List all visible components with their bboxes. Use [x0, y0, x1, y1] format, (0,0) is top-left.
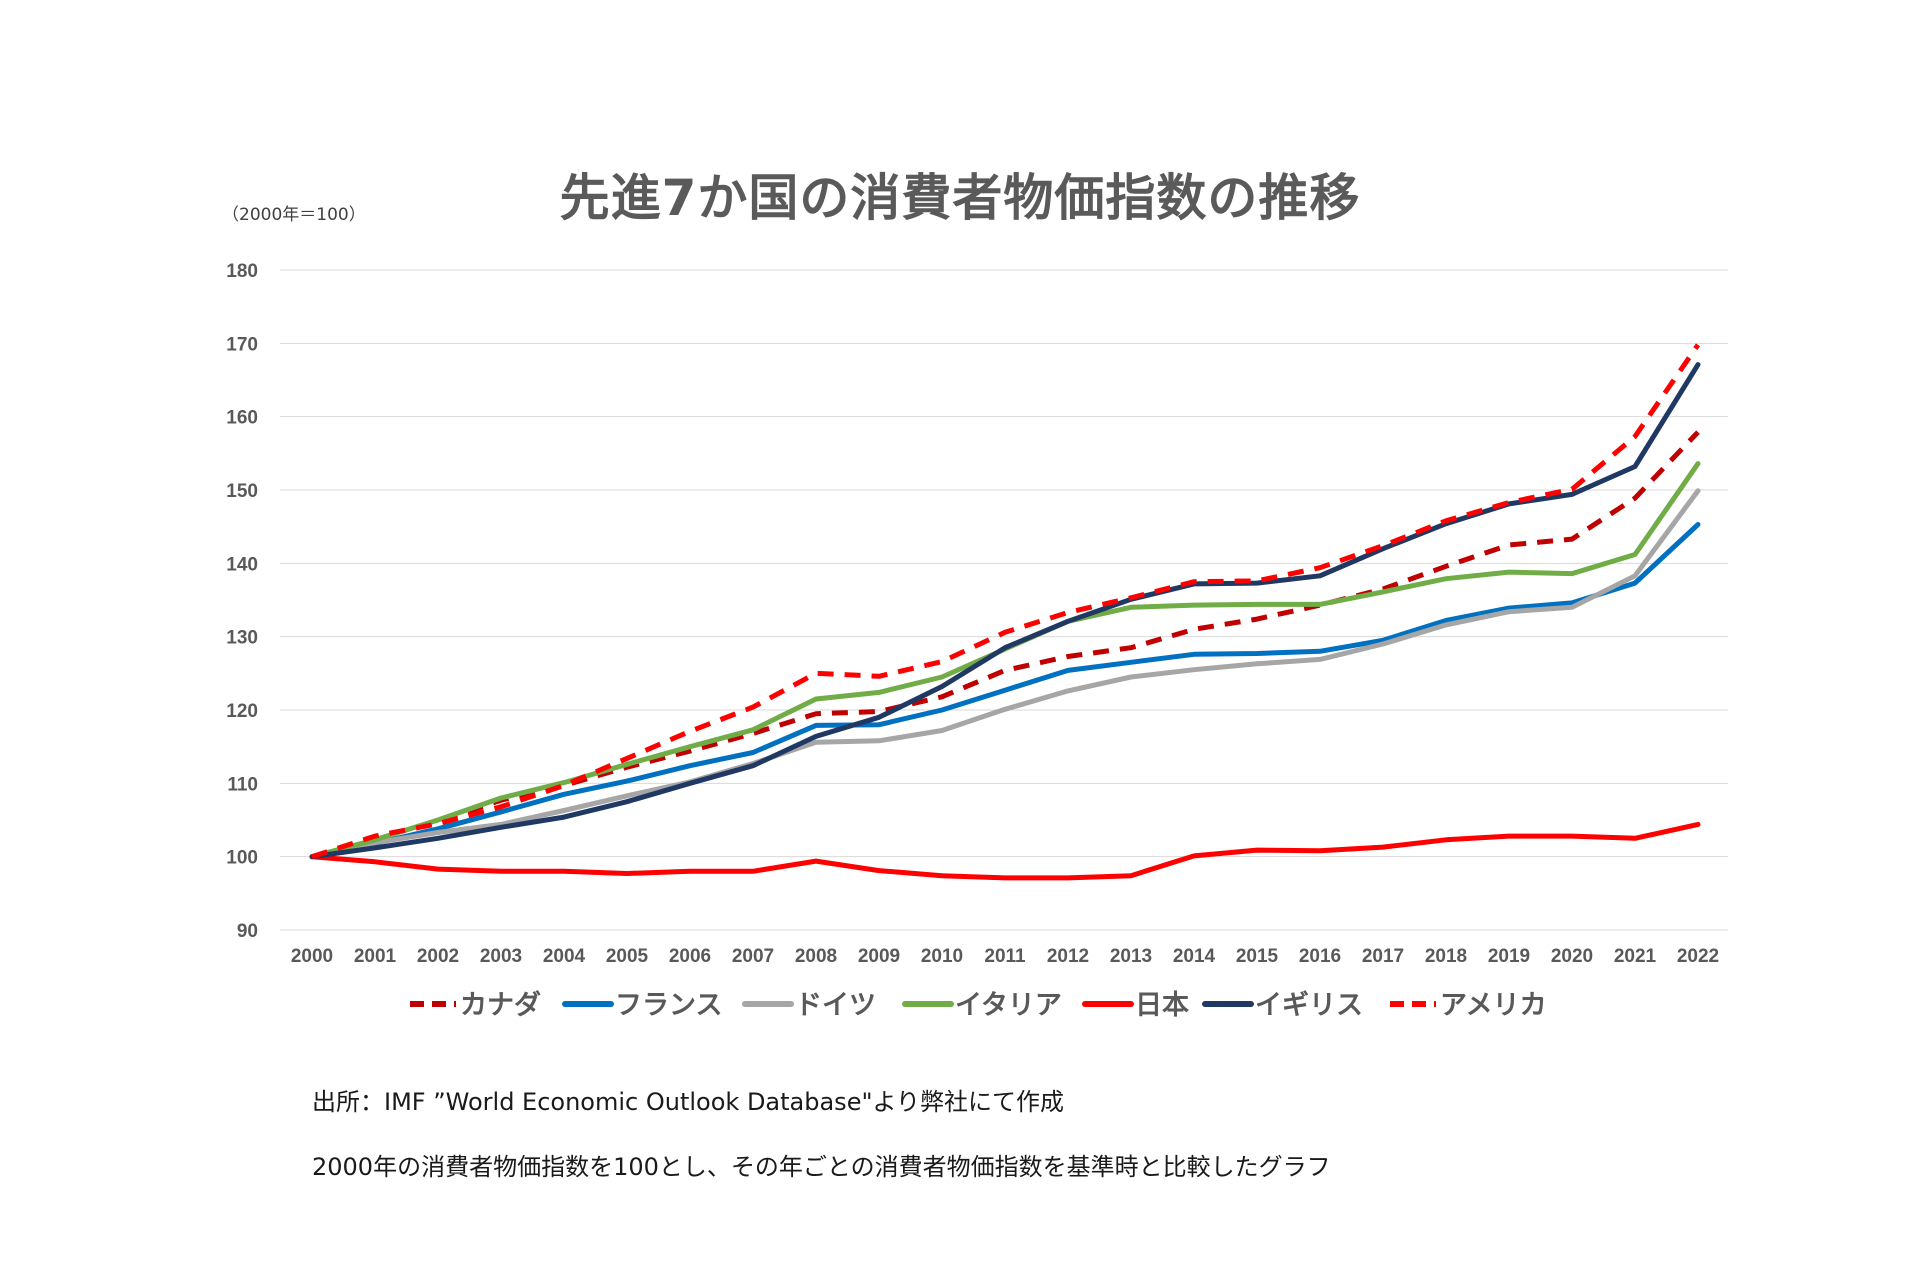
legend-label: ドイツ: [795, 990, 876, 1021]
x-tick-label: 2016: [1299, 946, 1341, 967]
x-tick-label: 2013: [1110, 946, 1152, 967]
y-tick-label: 140: [226, 554, 258, 575]
y-tick-label: 130: [226, 628, 258, 649]
x-tick-label: 2017: [1362, 946, 1404, 967]
x-tick-label: 2006: [669, 946, 711, 967]
y-tick-label: 90: [237, 921, 258, 942]
x-tick-label: 2010: [921, 946, 963, 967]
y-tick-label: 110: [227, 774, 258, 795]
source-note: 出所：IMF ”World Economic Outlook Database"…: [312, 1088, 1065, 1116]
x-axis-ticks: 2000 2001 2002 2003 2004 2005 2006 2007 2008 2009…: [291, 946, 1719, 967]
y-tick-label: 120: [226, 701, 258, 722]
x-tick-label: 2022: [1677, 946, 1719, 967]
legend-label: カナダ: [460, 989, 541, 1021]
x-tick-label: 2000: [291, 946, 333, 967]
x-tick-label: 2021: [1614, 946, 1657, 967]
legend-label: イタリア: [955, 990, 1062, 1021]
y-tick-label: 160: [226, 408, 258, 429]
series-line-1: [309, 522, 1701, 860]
gridlines: [280, 269, 1728, 931]
x-tick-label: 2004: [543, 946, 586, 967]
series-lines: [309, 343, 1701, 881]
y-tick-label: 180: [226, 261, 258, 282]
x-tick-label: 2020: [1551, 946, 1593, 967]
legend-label: 日本: [1135, 990, 1189, 1021]
x-tick-label: 2001: [354, 946, 397, 967]
series-line-6: [311, 343, 1701, 860]
x-tick-label: 2014: [1173, 946, 1216, 967]
x-tick-label: 2019: [1488, 946, 1530, 967]
chart-title: 先進7か国の消費者物価指数の推移: [559, 169, 1361, 227]
x-tick-label: 2009: [858, 946, 900, 967]
x-tick-label: 2008: [795, 946, 837, 967]
x-tick-label: 2018: [1425, 946, 1467, 967]
x-tick-label: 2005: [606, 946, 649, 967]
series-line-5: [309, 362, 1701, 860]
x-tick-label: 2015: [1236, 946, 1279, 967]
y-axis-ticks: 90 100 110 120 130 140 150 160 170 180: [226, 261, 258, 942]
x-tick-label: 2011: [984, 946, 1026, 967]
y-tick-label: 150: [226, 481, 258, 502]
y-tick-label: 170: [226, 334, 258, 355]
legend-label: アメリカ: [1440, 990, 1547, 1021]
legend: カナダ フランス ドイツ イタリア 日本 イギリス アメリカ: [410, 989, 1547, 1021]
x-tick-label: 2007: [732, 946, 774, 967]
series-line-4: [309, 821, 1701, 881]
series-line-2: [309, 488, 1701, 860]
x-tick-label: 2003: [480, 946, 522, 967]
x-tick-label: 2012: [1047, 946, 1089, 967]
legend-label: イギリス: [1255, 990, 1363, 1021]
y-axis-unit-label: （2000年＝100）: [222, 205, 366, 225]
x-tick-label: 2002: [417, 946, 459, 967]
legend-label: フランス: [615, 990, 722, 1021]
description-note: 2000年の消費者物価指数を100とし、その年ごとの消費者物価指数を基準時と比較…: [312, 1153, 1331, 1181]
series-line-0: [311, 430, 1700, 860]
y-tick-label: 100: [226, 848, 258, 869]
